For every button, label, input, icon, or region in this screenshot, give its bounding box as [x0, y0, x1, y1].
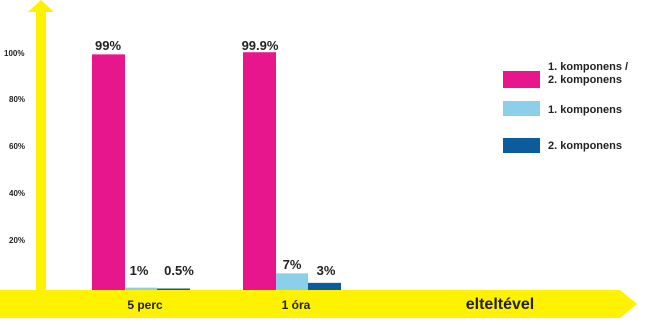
legend-swatch — [503, 71, 540, 88]
bar — [243, 52, 276, 290]
bar-value-label: 1% — [130, 263, 149, 278]
bar — [308, 282, 341, 290]
legend-label: 1. komponens /2. komponens — [548, 61, 628, 86]
bar-value-label: 0.5% — [164, 263, 194, 278]
x-axis-arrow — [0, 290, 637, 318]
legend-swatch — [503, 101, 540, 116]
legend-swatch — [503, 138, 540, 153]
y-axis-arrow — [28, 0, 54, 290]
bars — [92, 52, 341, 290]
y-tick-label: 60% — [9, 142, 25, 151]
y-tick-label: 20% — [9, 236, 25, 245]
x-tick-label: 1 óra — [282, 298, 311, 312]
bar-value-label: 99.9% — [242, 38, 279, 53]
legend: 1. komponens /2. komponens 1. komponens … — [503, 61, 628, 153]
y-tick-label: 100% — [4, 49, 24, 58]
x-axis-label: elteltével — [466, 296, 534, 313]
bar-value-label: 99% — [95, 38, 121, 53]
y-tick-label: 80% — [9, 95, 25, 104]
bar-value-label: 3% — [317, 263, 336, 278]
legend-label: 2. komponens — [548, 140, 622, 152]
bar-value-label: 7% — [283, 257, 302, 272]
bar — [92, 54, 125, 290]
bar — [157, 288, 190, 290]
bar — [125, 287, 157, 290]
legend-label: 1. komponens — [548, 104, 622, 116]
bar — [276, 273, 308, 290]
x-tick-label: 5 perc — [127, 298, 163, 312]
y-tick-label: 40% — [9, 189, 25, 198]
